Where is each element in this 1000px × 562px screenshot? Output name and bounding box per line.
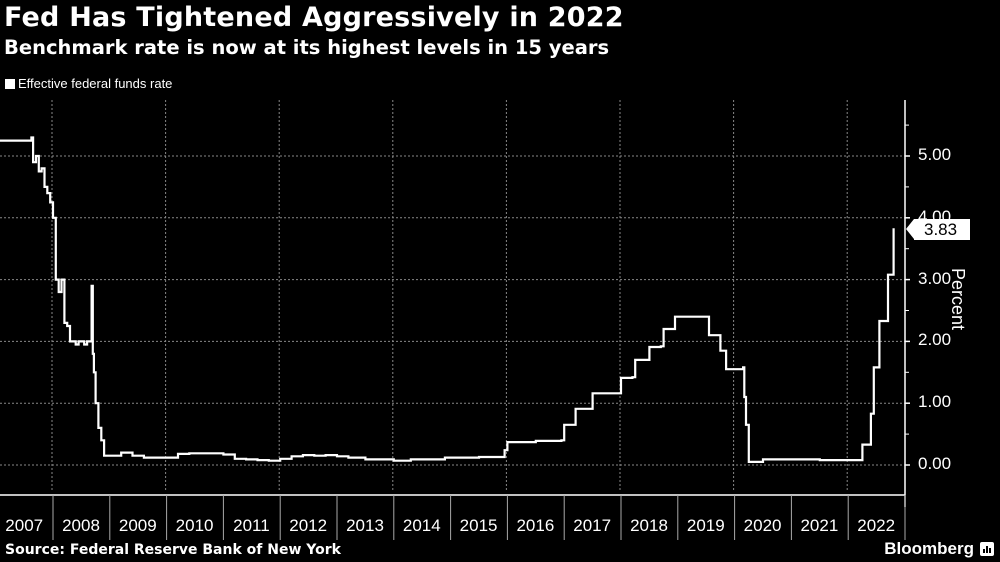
- x-tick-label: 2016: [516, 516, 555, 535]
- x-tick-label: 2010: [175, 516, 214, 535]
- x-tick-label: 2011: [233, 516, 270, 535]
- x-tick-label: 2020: [743, 516, 782, 535]
- legend: Effective federal funds rate: [5, 76, 172, 91]
- x-tick-label: 2015: [459, 516, 498, 535]
- x-tick-label: 2013: [346, 516, 384, 535]
- chart-title: Fed Has Tightened Aggressively in 2022: [4, 2, 624, 33]
- legend-swatch-icon: [5, 78, 15, 89]
- fed-funds-rate-line: [0, 136, 895, 463]
- source-note: Source: Federal Reserve Bank of New York: [5, 542, 341, 558]
- x-tick-label: 2017: [573, 516, 612, 535]
- y-axis-label: Percent: [948, 268, 968, 331]
- y-tick-label: 2.00: [918, 330, 952, 350]
- x-tick-label: 2007: [5, 516, 44, 535]
- x-tick-label: 2021: [800, 516, 839, 535]
- x-tick-label: 2008: [62, 516, 100, 535]
- y-tick-label: 1.00: [918, 392, 952, 412]
- y-tick-label: 0.00: [918, 454, 952, 473]
- legend-label: Effective federal funds rate: [18, 76, 173, 91]
- x-tick-label: 2022: [857, 516, 896, 535]
- y-tick-label: 5.00: [918, 145, 952, 164]
- bloomberg-logo: Bloomberg: [884, 539, 974, 558]
- last-value-callout: 3.83: [906, 219, 970, 240]
- x-tick-label: 2009: [118, 516, 157, 535]
- y-tick-label: 3.00: [918, 268, 952, 288]
- x-tick-label: 2018: [630, 516, 668, 535]
- chart-subtitle: Benchmark rate is now at its highest lev…: [4, 36, 610, 59]
- bloomberg-chart-icon: [980, 542, 994, 556]
- x-tick-label: 2014: [402, 516, 441, 535]
- x-tick-label: 2012: [289, 516, 328, 535]
- x-tick-label: 2019: [686, 516, 725, 535]
